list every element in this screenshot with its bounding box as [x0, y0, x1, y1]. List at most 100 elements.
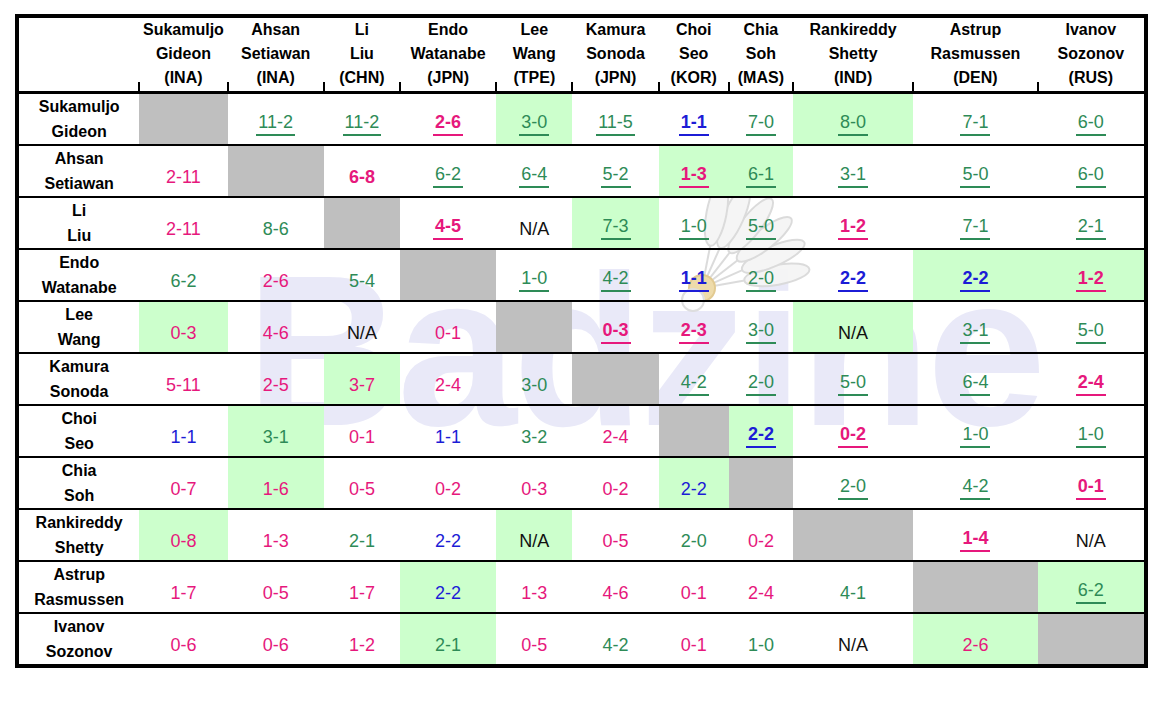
h2h-cell: 6-2	[400, 145, 496, 197]
score-link[interactable]: 1-0	[519, 268, 549, 292]
score-text: 0-3	[170, 323, 196, 344]
score-text: 2-4	[748, 583, 774, 604]
score-link[interactable]: 7-0	[746, 112, 776, 136]
score-text: 0-2	[748, 531, 774, 552]
score-text: N/A	[347, 323, 377, 344]
score-link[interactable]: 2-3	[679, 320, 709, 344]
score-link[interactable]: 1-3	[679, 164, 709, 188]
score-link[interactable]: 5-2	[601, 164, 631, 188]
head-to-head-table: SukamuljoGideon(INA)AhsanSetiawan(INA)Li…	[15, 14, 1148, 668]
score-link[interactable]: 5-0	[746, 216, 776, 240]
score-link[interactable]: 6-2	[1076, 580, 1106, 604]
score-link[interactable]: 11-5	[596, 112, 635, 136]
col-header-name: Liu	[324, 42, 400, 66]
h2h-cell: 2-3	[659, 301, 729, 353]
score-link[interactable]: 1-4	[960, 528, 990, 552]
score-link[interactable]: 4-2	[601, 268, 631, 292]
col-header-ahsan-setiawan: AhsanSetiawan(INA)	[228, 16, 324, 92]
score-link[interactable]: 1-0	[1076, 424, 1106, 448]
score-link[interactable]: 2-0	[746, 268, 776, 292]
score-link[interactable]: 3-1	[960, 320, 990, 344]
score-link[interactable]: 4-2	[679, 372, 709, 396]
score-link[interactable]: 11-2	[256, 112, 295, 136]
score-link[interactable]: 2-4	[1076, 372, 1106, 396]
score-link[interactable]: 3-0	[746, 320, 776, 344]
h2h-cell: 5-11	[139, 353, 227, 405]
score-link[interactable]: 1-2	[838, 216, 868, 240]
h2h-cell: 0-1	[324, 405, 400, 457]
score-link[interactable]: 1-2	[1076, 268, 1106, 292]
diagonal-cell	[659, 405, 729, 457]
score-link[interactable]: 5-0	[838, 372, 868, 396]
score-link[interactable]: 1-1	[679, 268, 709, 292]
h2h-cell: 6-0	[1038, 92, 1146, 145]
col-header-country: (KOR)	[659, 66, 729, 90]
score-link[interactable]: 5-0	[1076, 320, 1106, 344]
score-text: 1-7	[349, 583, 375, 604]
score-link[interactable]: 7-1	[960, 112, 990, 136]
h2h-cell: 7-0	[729, 92, 793, 145]
col-header-country: (CHN)	[324, 66, 400, 90]
row-header-name: Wang	[19, 327, 139, 352]
score-link[interactable]: 0-2	[838, 424, 868, 448]
h2h-cell: 2-4	[400, 353, 496, 405]
h2h-cell: 0-2	[793, 405, 913, 457]
score-text: 4-2	[603, 635, 629, 656]
score-link[interactable]: 0-3	[601, 320, 631, 344]
score-link[interactable]: 4-2	[960, 476, 990, 500]
score-link[interactable]: 1-0	[679, 216, 709, 240]
score-text: 1-7	[170, 583, 196, 604]
score-link[interactable]: 3-1	[838, 164, 868, 188]
h2h-cell: 0-1	[1038, 457, 1146, 509]
col-header-name: Ahsan	[228, 18, 324, 42]
score-link[interactable]: 2-2	[960, 268, 990, 292]
h2h-cell: 0-6	[228, 613, 324, 666]
row-header-name: Choi	[19, 406, 139, 431]
score-link[interactable]: 6-1	[746, 164, 776, 188]
h2h-cell: 1-0	[496, 249, 572, 301]
score-link[interactable]: 8-0	[838, 112, 868, 136]
score-link[interactable]: 2-6	[433, 112, 463, 136]
score-link[interactable]: 3-0	[519, 112, 549, 136]
h2h-cell: 1-0	[729, 613, 793, 666]
col-header-name: Rasmussen	[913, 42, 1037, 66]
score-link[interactable]: 6-0	[1076, 164, 1106, 188]
h2h-cell: 3-0	[496, 353, 572, 405]
score-link[interactable]: 2-1	[1076, 216, 1106, 240]
score-link[interactable]: 1-0	[960, 424, 990, 448]
h2h-cell: 7-1	[913, 92, 1037, 145]
score-text: 3-2	[521, 427, 547, 448]
score-link[interactable]: 2-0	[838, 476, 868, 500]
score-link[interactable]: 11-2	[343, 112, 382, 136]
score-text: 0-6	[263, 635, 289, 656]
col-header-name: Lee	[496, 18, 572, 42]
score-link[interactable]: 0-1	[1076, 476, 1106, 500]
score-text: 6-8	[349, 167, 375, 188]
score-link[interactable]: 6-2	[433, 164, 463, 188]
col-header-endo-watanabe: EndoWatanabe(JPN)	[400, 16, 496, 92]
h2h-cell: 8-0	[793, 92, 913, 145]
score-link[interactable]: 1-1	[679, 112, 709, 136]
header-row: SukamuljoGideon(INA)AhsanSetiawan(INA)Li…	[17, 16, 1146, 92]
h2h-cell: 2-1	[400, 613, 496, 666]
score-text: 1-3	[263, 531, 289, 552]
col-header-name: Ivanov	[1038, 18, 1144, 42]
score-link[interactable]: 7-1	[960, 216, 990, 240]
score-link[interactable]: 4-5	[433, 216, 463, 240]
score-text: 2-1	[435, 635, 461, 656]
score-link[interactable]: 6-4	[960, 372, 990, 396]
row-header-name: Liu	[19, 223, 139, 248]
h2h-cell: 0-1	[400, 301, 496, 353]
h2h-cell: 3-0	[496, 92, 572, 145]
score-link[interactable]: 2-2	[838, 268, 868, 292]
score-link[interactable]: 7-3	[601, 216, 631, 240]
score-text: 0-3	[521, 479, 547, 500]
score-link[interactable]: 2-0	[746, 372, 776, 396]
score-text: 0-8	[170, 531, 196, 552]
score-link[interactable]: 6-0	[1076, 112, 1106, 136]
score-link[interactable]: 6-4	[519, 164, 549, 188]
score-link[interactable]: 5-0	[960, 164, 990, 188]
score-link[interactable]: 2-2	[746, 424, 776, 448]
table-row-lee-wang: LeeWang0-34-6N/A0-10-32-33-0N/A3-15-0	[17, 301, 1146, 353]
table-row-astrup-rasmussen: AstrupRasmussen1-70-51-72-21-34-60-12-44…	[17, 561, 1146, 613]
